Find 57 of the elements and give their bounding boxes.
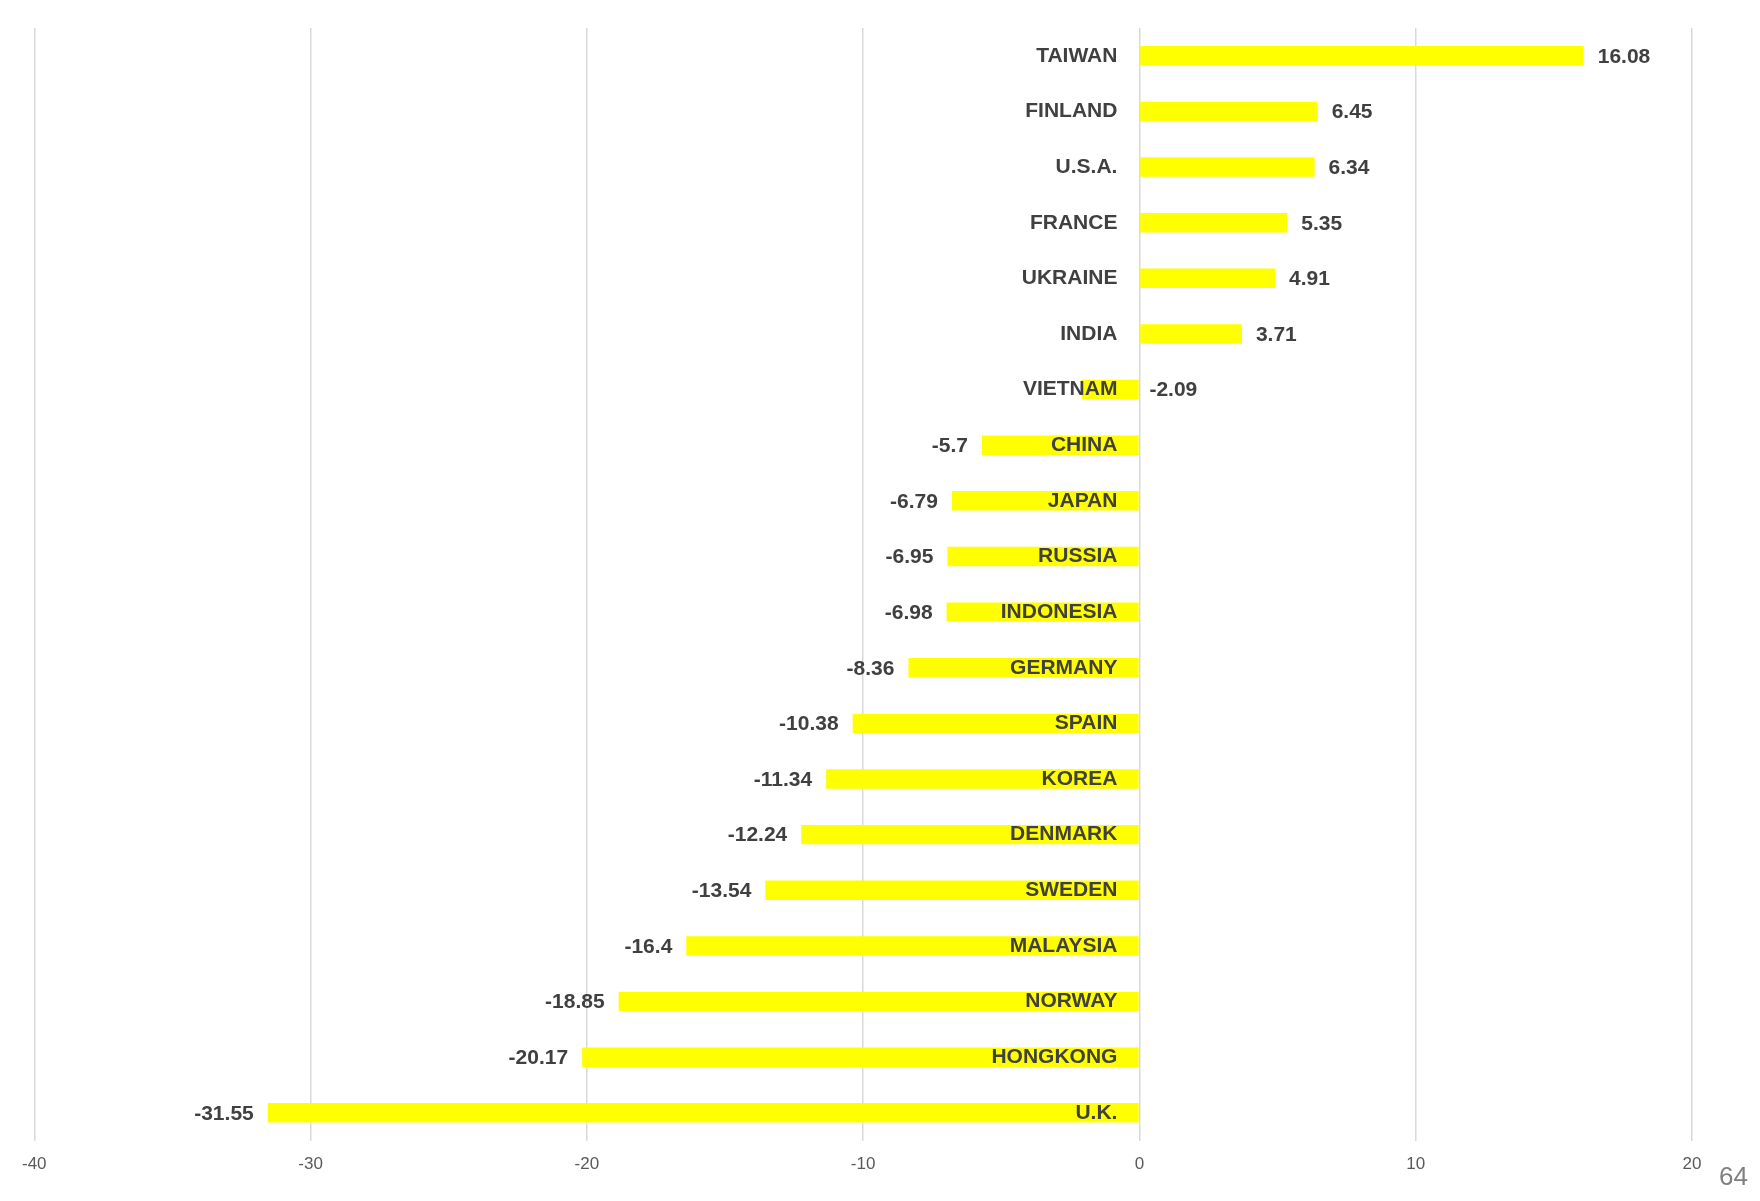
y-tick-label: SPAIN (1054, 710, 1118, 734)
y-tick-label: INDONESIA (1000, 598, 1118, 622)
x-tick-label: -20 (574, 1154, 600, 1174)
data-label: -13.54 (691, 878, 752, 902)
x-tick-label: -30 (298, 1154, 323, 1174)
y-tick-label: UKRAINE (1021, 265, 1118, 289)
y-tick-label: CHINA (1050, 432, 1118, 456)
x-tick-label: -10 (850, 1154, 876, 1174)
data-label: -12.24 (727, 822, 788, 846)
y-tick-label: TAIWAN (1036, 42, 1118, 66)
bar (582, 1047, 1139, 1067)
data-label: -5.7 (931, 433, 968, 457)
bar (1140, 268, 1276, 289)
y-tick-label: JAPAN (1047, 487, 1118, 511)
data-label: 6.45 (1331, 99, 1373, 123)
data-label: -6.98 (884, 599, 933, 623)
y-tick-label: U.S.A. (1055, 153, 1118, 177)
x-tick-label: 10 (1406, 1154, 1426, 1174)
x-tick-label: 20 (1682, 1154, 1702, 1174)
y-tick-label: NORWAY (1025, 988, 1118, 1012)
y-tick-label: MALAYSIA (1009, 932, 1118, 956)
bar (826, 769, 1139, 789)
data-label: -10.38 (779, 711, 839, 735)
data-label: 16.08 (1597, 43, 1651, 67)
data-label: 5.35 (1301, 210, 1343, 234)
y-tick-label: RUSSIA (1038, 543, 1118, 567)
data-label: -18.85 (545, 989, 605, 1013)
y-tick-label: HONGKONG (991, 1043, 1118, 1067)
y-tick-label: SWEDEN (1025, 877, 1118, 901)
bar (1140, 212, 1288, 233)
data-label: -16.4 (624, 933, 673, 957)
data-label: -11.34 (753, 766, 813, 790)
y-tick-label: DENMARK (1010, 821, 1118, 845)
y-tick-label: FRANCE (1029, 209, 1118, 233)
x-tick-label: 0 (1134, 1154, 1145, 1174)
bar (1140, 46, 1584, 66)
y-tick-label: KOREA (1041, 765, 1118, 789)
bar (1140, 157, 1315, 177)
y-tick-label: INDIA (1060, 320, 1118, 344)
bar (267, 1103, 1139, 1123)
bar (1140, 101, 1318, 122)
y-tick-label: GERMANY (1010, 654, 1118, 678)
data-label: -6.95 (885, 544, 934, 568)
data-label: -6.79 (889, 488, 938, 512)
data-label: 3.71 (1255, 321, 1298, 345)
text: 64 (1719, 1161, 1748, 1192)
y-tick-label: FINLAND (1025, 98, 1118, 122)
bar (686, 936, 1139, 956)
data-label: -8.36 (846, 655, 895, 679)
data-label: -31.55 (194, 1100, 255, 1124)
x-tick-label: -40 (22, 1154, 47, 1174)
data-label: 6.34 (1328, 154, 1370, 178)
y-tick-label: U.K. (1075, 1099, 1118, 1123)
data-label: -2.09 (1149, 377, 1198, 401)
data-label: -20.17 (508, 1044, 569, 1068)
data-label: 4.91 (1289, 266, 1331, 290)
bar (1140, 324, 1242, 344)
